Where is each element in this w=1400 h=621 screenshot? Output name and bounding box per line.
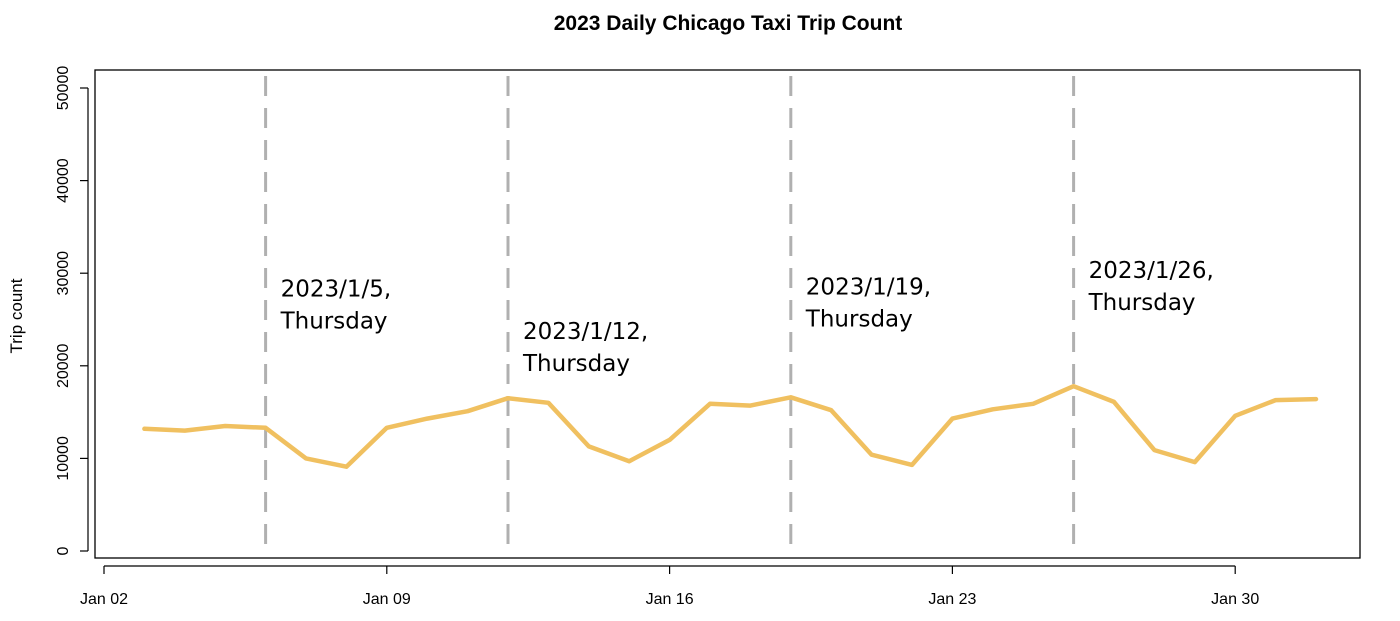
trip-count-line bbox=[142, 383, 1319, 469]
y-tick-label: 0 bbox=[55, 546, 72, 555]
y-tick-label: 10000 bbox=[55, 436, 72, 481]
annotation-weekday: Thursday bbox=[805, 306, 913, 332]
annotation-date: 2023/1/12, bbox=[523, 319, 648, 345]
x-tick-label: Jan 30 bbox=[1211, 591, 1259, 608]
annotation-weekday: Thursday bbox=[280, 308, 388, 334]
y-tick-label: 40000 bbox=[55, 158, 72, 203]
plot-frame bbox=[94, 69, 1361, 559]
x-tick-label: Jan 16 bbox=[646, 591, 694, 608]
y-tick-label: 20000 bbox=[55, 343, 72, 388]
annotation-date: 2023/1/5, bbox=[281, 276, 392, 302]
y-axis-label: Trip count bbox=[7, 278, 26, 353]
x-tick-label: Jan 09 bbox=[363, 591, 411, 608]
y-tick-label: 30000 bbox=[55, 251, 72, 296]
annotation-date: 2023/1/19, bbox=[806, 274, 931, 300]
x-tick-label: Jan 02 bbox=[80, 591, 128, 608]
y-tick-label: 50000 bbox=[55, 66, 72, 111]
annotation-weekday: Thursday bbox=[1088, 290, 1196, 316]
annotation-weekday: Thursday bbox=[522, 351, 630, 377]
x-tick-label: Jan 23 bbox=[928, 591, 976, 608]
chart-title: 2023 Daily Chicago Taxi Trip Count bbox=[554, 12, 903, 35]
annotation-date: 2023/1/26, bbox=[1089, 258, 1214, 284]
